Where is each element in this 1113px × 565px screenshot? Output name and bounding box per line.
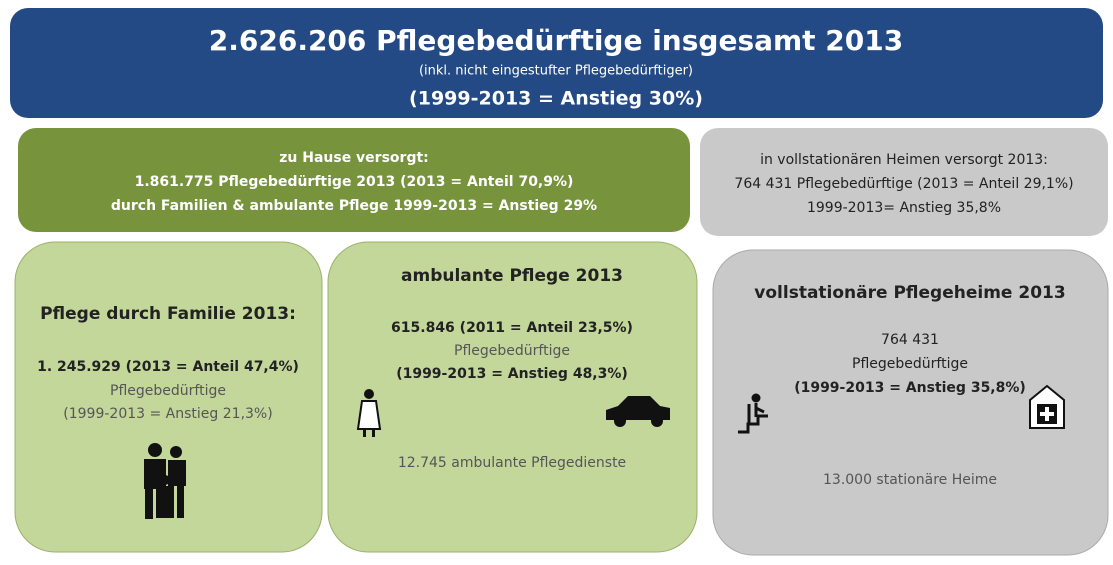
- family-care-line: (1999-2013 = Anstieg 21,3%): [63, 406, 272, 422]
- home-care-line: durch Familien & ambulante Pflege 1999-2…: [111, 198, 597, 214]
- ambulant-care-footer: 12.745 ambulante Pflegedienste: [398, 455, 626, 471]
- header-note: (1999-2013 = Anstieg 30%): [409, 88, 703, 110]
- residential-care-line: 764 431: [881, 332, 939, 348]
- family-care-box: [14, 241, 323, 553]
- home-care-line: 1.861.775 Pflegebedürftige 2013 (2013 = …: [135, 174, 574, 190]
- residential-care-footer: 13.000 stationäre Heime: [823, 472, 997, 488]
- header-box: [10, 8, 1103, 118]
- residential-summary-line: in vollstationären Heimen versorgt 2013:: [760, 152, 1048, 168]
- residential-summary-line: 764 431 Pflegebedürftige (2013 = Anteil …: [734, 176, 1073, 192]
- ambulant-care-line: 615.846 (2011 = Anteil 23,5%): [391, 320, 633, 336]
- header-title: 2.626.206 Pflegebedürftige insgesamt 201…: [209, 24, 904, 57]
- residential-care-heading: vollstationäre Pflegeheime 2013: [754, 283, 1065, 303]
- ambulant-care-heading: ambulante Pflege 2013: [401, 266, 623, 286]
- stairs-icon: [738, 393, 768, 434]
- residential-summary-line: 1999-2013= Anstieg 35,8%: [807, 200, 1001, 216]
- family-care-heading: Pflege durch Familie 2013:: [40, 304, 296, 324]
- family-care-line: Pflegebedürftige: [110, 383, 226, 399]
- residential-care-box: [712, 249, 1109, 556]
- residential-care-line: Pflegebedürftige: [852, 356, 968, 372]
- hospital-icon: [1029, 384, 1065, 429]
- family-icon: [144, 443, 186, 519]
- residential-summary-box: [700, 128, 1108, 236]
- residential-care-line: (1999-2013 = Anstieg 35,8%): [794, 380, 1026, 396]
- header-subtitle: (inkl. nicht eingestufter Pflegebedürfti…: [419, 64, 693, 79]
- ambulant-care-box: [327, 241, 698, 553]
- family-care-line: 1. 245.929 (2013 = Anteil 47,4%): [37, 359, 299, 375]
- car-icon: [606, 396, 670, 427]
- home-care-box: [18, 128, 690, 232]
- home-care-line: zu Hause versorgt:: [279, 150, 429, 166]
- ambulant-care-line: (1999-2013 = Anstieg 48,3%): [396, 366, 628, 382]
- ambulant-care-line: Pflegebedürftige: [454, 343, 570, 359]
- nurse-icon: [356, 389, 382, 437]
